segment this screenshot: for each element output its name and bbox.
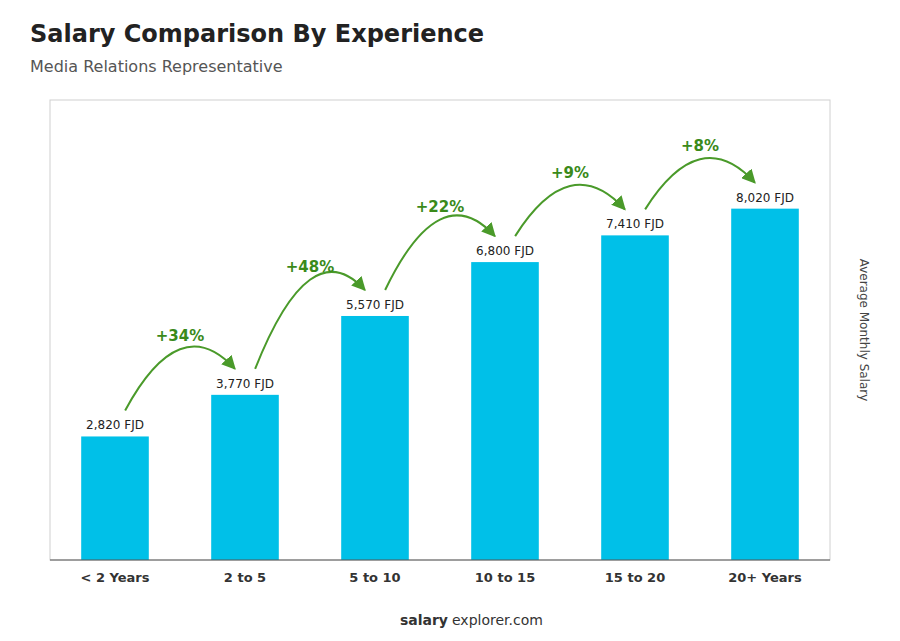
change-arrow: [125, 347, 235, 411]
change-arrow: [255, 272, 365, 369]
x-tick-label: 20+ Years: [728, 570, 802, 585]
footer-normal: explorer.com: [452, 612, 543, 628]
y-axis-label: Average Monthly Salary: [857, 259, 871, 402]
pct-change: +8%: [681, 137, 719, 155]
data-label: 5,570 FJD: [346, 298, 404, 312]
pct-change: +34%: [156, 327, 204, 345]
bar: [601, 235, 669, 560]
chart: Salary Comparison By Experience Media Rel…: [0, 0, 900, 641]
pct-change: +22%: [416, 198, 464, 216]
data-label: 3,770 FJD: [216, 377, 274, 391]
x-tick-label: 10 to 15: [475, 570, 535, 585]
data-label: 7,410 FJD: [606, 217, 664, 231]
bars: [81, 209, 799, 560]
pct-change: +48%: [286, 258, 334, 276]
data-label: 2,820 FJD: [86, 418, 144, 432]
title: Salary Comparison By Experience: [30, 20, 484, 48]
x-tick-label: 15 to 20: [605, 570, 665, 585]
data-label: 8,020 FJD: [736, 191, 794, 205]
footer-bold: salary: [400, 612, 448, 628]
x-tick-label: < 2 Years: [81, 570, 150, 585]
pct-change: +9%: [551, 164, 589, 182]
plot-frame: [50, 100, 830, 560]
change-arrow: [515, 185, 625, 236]
x-tick-label: 5 to 10: [349, 570, 400, 585]
data-label: 6,800 FJD: [476, 244, 534, 258]
bar: [341, 316, 409, 560]
bar: [81, 436, 149, 560]
baseline: [50, 560, 830, 561]
subtitle: Media Relations Representative: [30, 57, 283, 76]
bar: [731, 209, 799, 560]
change-arrow: [645, 158, 755, 209]
bar: [211, 395, 279, 560]
x-tick-label: 2 to 5: [224, 570, 266, 585]
bar: [471, 262, 539, 560]
change-arrow: [385, 215, 495, 290]
